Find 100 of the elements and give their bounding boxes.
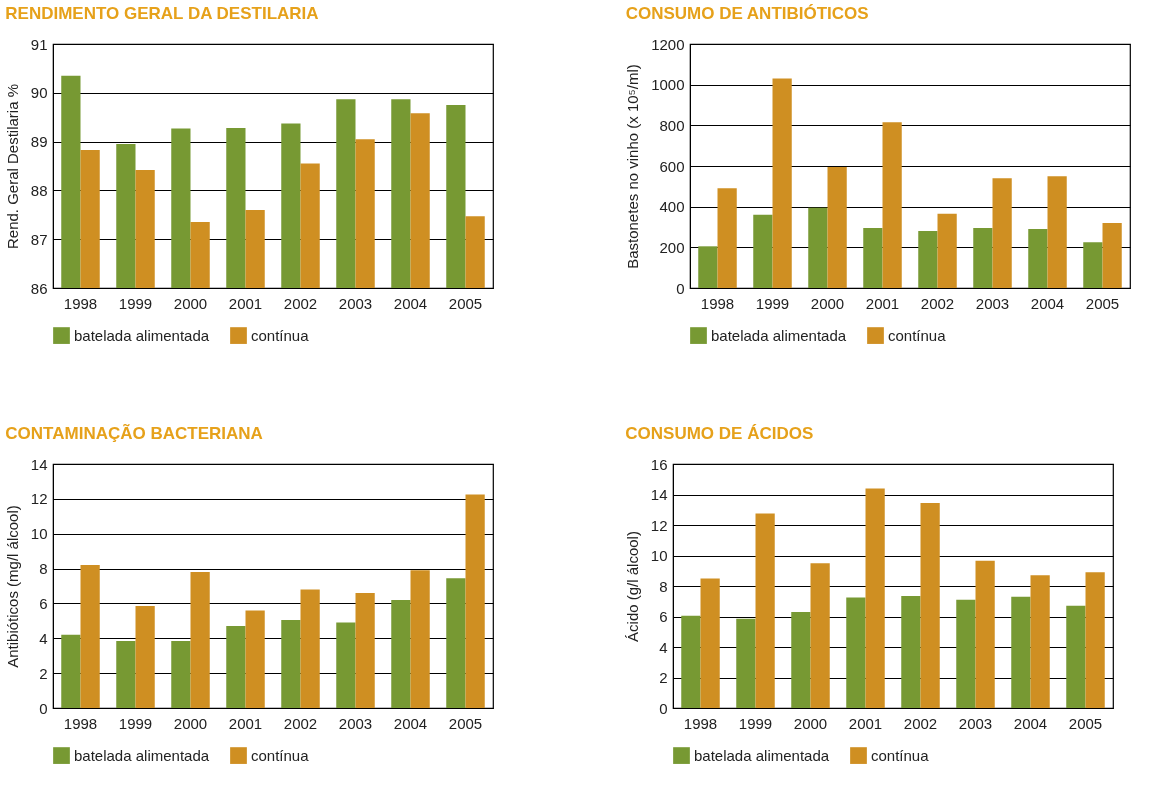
bar — [1047, 176, 1067, 288]
bar — [956, 599, 976, 708]
chart-title: CONSUMO DE ÁCIDOS — [625, 424, 814, 443]
bar — [717, 188, 737, 288]
bar — [336, 622, 356, 708]
legend-label: batelada alimentada — [74, 746, 210, 764]
y-tick-label: 10 — [30, 525, 48, 543]
y-tick-label: 600 — [659, 157, 685, 175]
y-tick-label: 2 — [659, 669, 668, 686]
y-tick-label: 10 — [650, 547, 668, 564]
bar — [135, 606, 155, 708]
y-tick-label: 8 — [39, 560, 48, 578]
bar — [901, 595, 921, 708]
y-tick-label: 6 — [659, 608, 668, 625]
y-tick-label: 4 — [659, 638, 668, 656]
bar — [61, 634, 81, 708]
bar — [992, 178, 1012, 288]
bar — [1066, 605, 1086, 708]
bar — [80, 565, 100, 708]
y-tick-label: 0 — [39, 699, 48, 717]
bar — [410, 570, 430, 708]
x-tick-label: 2001 — [865, 294, 900, 312]
x-tick-label: 1998 — [63, 714, 98, 732]
x-tick-label: 2002 — [903, 714, 938, 732]
y-tick-label: 91 — [30, 35, 48, 53]
x-tick-label: 2003 — [975, 294, 1010, 312]
bar — [865, 488, 885, 708]
x-tick-label: 2005 — [448, 294, 483, 312]
x-tick-label: 2003 — [958, 714, 993, 732]
y-tick-label: 800 — [659, 116, 685, 134]
x-tick-label: 2004 — [1030, 294, 1065, 312]
y-tick-label: 1200 — [651, 35, 685, 53]
y-tick-label: 4 — [39, 629, 48, 647]
bar — [973, 228, 993, 288]
y-tick-label: 1000 — [651, 76, 685, 94]
chart-title: CONTAMINAÇÃO BACTERIANA — [5, 423, 263, 443]
chart-title: CONSUMO DE ANTIBIÓTICOS — [625, 4, 869, 23]
y-axis-title: Rend. Geral Destilaria % — [3, 83, 21, 250]
bar — [700, 578, 720, 708]
x-tick-label: 1999 — [738, 714, 773, 732]
y-tick-label: 86 — [30, 279, 48, 297]
legend-label: batelada alimentada — [74, 326, 210, 344]
y-tick-label: 400 — [659, 198, 685, 216]
bar — [1030, 575, 1050, 708]
x-tick-label: 1999 — [118, 714, 153, 732]
bar — [446, 578, 466, 708]
bar — [846, 597, 866, 708]
y-tick-label: 16 — [650, 455, 668, 473]
bar — [753, 214, 773, 288]
y-tick-label: 2 — [39, 664, 48, 682]
x-tick-label: 2001 — [848, 714, 883, 732]
bar — [116, 640, 136, 708]
chart-title: RENDIMENTO GERAL DA DESTILARIA — [5, 4, 319, 23]
x-tick-label: 2000 — [810, 294, 845, 312]
bar — [810, 563, 830, 708]
x-tick-label: 2004 — [1013, 714, 1048, 732]
x-tick-label: 2002 — [283, 294, 318, 312]
x-tick-label: 2004 — [393, 294, 428, 312]
y-tick-label: 12 — [650, 516, 668, 534]
x-tick-label: 2000 — [793, 714, 828, 732]
bar — [1102, 222, 1122, 288]
bar — [882, 122, 902, 288]
y-tick-label: 14 — [650, 486, 668, 503]
bar — [1028, 229, 1048, 288]
bar — [226, 626, 246, 708]
y-tick-label: 14 — [30, 455, 48, 473]
bar — [465, 494, 485, 708]
bar — [171, 640, 191, 708]
legend-label: contínua — [251, 746, 310, 764]
bar — [937, 213, 957, 288]
bar — [808, 207, 828, 288]
bar — [975, 560, 995, 708]
legend-label: contínua — [251, 326, 310, 344]
legend-label: contínua — [888, 326, 947, 344]
x-tick-label: 2002 — [283, 714, 318, 732]
x-tick-label: 1999 — [118, 294, 153, 312]
y-tick-label: 87 — [30, 230, 48, 248]
y-axis-title: Antibióticos (mg/l álcool) — [3, 505, 21, 668]
x-tick-label: 2000 — [173, 294, 208, 312]
bar — [863, 228, 883, 288]
bar — [281, 619, 301, 708]
bar — [1011, 596, 1031, 708]
y-tick-label: 8 — [659, 577, 668, 595]
y-tick-label: 90 — [30, 84, 48, 102]
bar — [755, 513, 775, 708]
bar — [1085, 572, 1105, 708]
y-tick-label: 12 — [30, 490, 48, 508]
x-tick-label: 2000 — [173, 714, 208, 732]
bar — [772, 78, 792, 288]
y-axis-title: Ácido (g/l álcool) — [623, 531, 641, 642]
x-tick-label: 2003 — [338, 294, 373, 312]
x-tick-label: 2004 — [393, 714, 428, 732]
y-tick-label: 0 — [659, 699, 668, 717]
bar — [681, 615, 701, 708]
x-tick-label: 2001 — [228, 294, 263, 312]
x-tick-label: 1999 — [755, 294, 790, 312]
y-tick-label: 89 — [30, 133, 48, 151]
bar — [190, 572, 210, 708]
y-tick-label: 6 — [39, 594, 48, 612]
y-axis-title: Bastonetes no vinho (x 10⁵/ml) — [624, 64, 642, 269]
